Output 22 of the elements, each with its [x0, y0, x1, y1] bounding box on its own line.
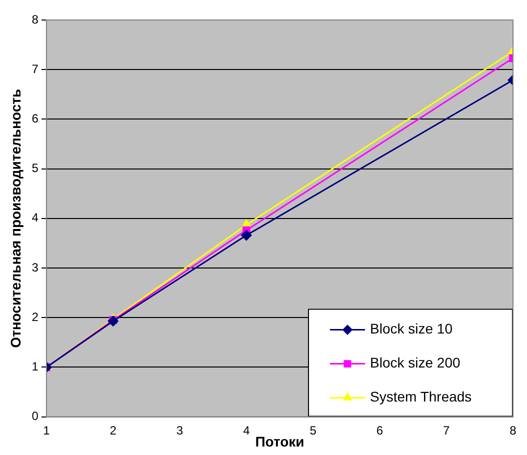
- x-axis-title: Потоки: [255, 433, 304, 450]
- x-tick-label: 7: [443, 423, 450, 438]
- legend-label: Block size 10: [370, 320, 453, 337]
- x-tick-label: 6: [376, 423, 384, 438]
- y-axis-title: Относительная производительность: [7, 88, 24, 348]
- legend-label: System Threads: [370, 388, 472, 405]
- x-tick-label: 3: [176, 423, 184, 438]
- y-tick-label: 3: [32, 260, 39, 274]
- y-tick-label: 8: [32, 12, 39, 26]
- y-tick-label: 4: [32, 210, 39, 225]
- x-tick-label: 5: [310, 423, 317, 438]
- y-tick-label: 2: [32, 310, 39, 324]
- y-tick-label: 0: [32, 409, 39, 424]
- x-tick-label: 2: [110, 423, 117, 438]
- y-tick-label: 1: [32, 360, 39, 374]
- x-tick-label: 1: [43, 423, 50, 438]
- legend-label: Block size 200: [370, 354, 460, 371]
- y-tick-label: 7: [32, 62, 39, 76]
- x-tick-label: 8: [510, 423, 517, 438]
- x-tick-label: 4: [243, 423, 250, 438]
- y-tick-label: 6: [32, 112, 39, 126]
- y-tick-label: 5: [32, 161, 39, 176]
